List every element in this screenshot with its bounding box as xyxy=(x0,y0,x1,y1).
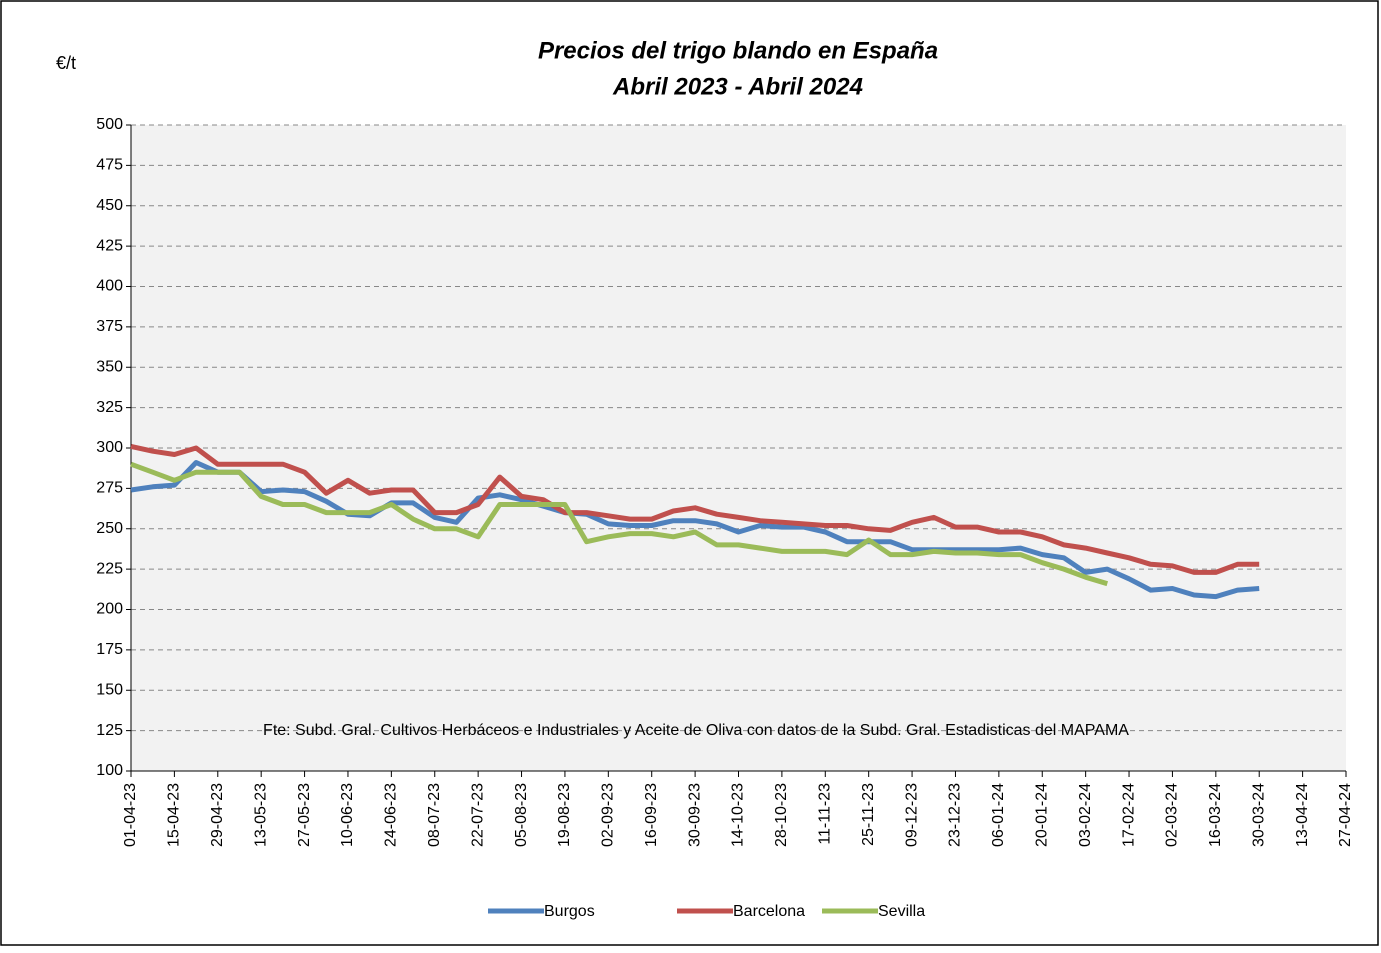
x-tick-label: 14-10-23 xyxy=(730,783,747,847)
chart-subtitle: Abril 2023 - Abril 2024 xyxy=(612,73,863,100)
x-tick-label: 30-09-23 xyxy=(686,783,703,847)
x-tick-label: 27-05-23 xyxy=(296,783,313,847)
x-tick-label: 17-02-24 xyxy=(1120,783,1137,847)
x-tick-label: 27-04-24 xyxy=(1337,783,1354,847)
x-tick-label: 30-03-24 xyxy=(1250,783,1267,847)
series-line xyxy=(130,443,1260,575)
y-tick-label: 350 xyxy=(96,358,123,375)
x-tick-label: 02-03-24 xyxy=(1164,783,1181,847)
x-tick-label: 22-07-23 xyxy=(469,783,486,847)
x-tick-label: 16-09-23 xyxy=(643,783,660,847)
x-tick-label: 08-07-23 xyxy=(426,783,443,847)
x-tick-label: 15-04-23 xyxy=(166,783,183,847)
x-tick-label: 24-06-23 xyxy=(383,783,400,847)
x-tick-label: 25-11-23 xyxy=(860,783,877,846)
x-tick-label: 06-01-24 xyxy=(990,783,1007,847)
y-tick-label: 225 xyxy=(96,560,123,577)
legend-label: Sevilla xyxy=(878,903,925,920)
x-tick-label: 11-11-23 xyxy=(817,783,834,845)
x-tick-label: 23-12-23 xyxy=(947,783,964,847)
x-tick-label: 09-12-23 xyxy=(903,783,920,847)
y-unit: €/t xyxy=(56,53,76,73)
series-line xyxy=(130,461,1109,587)
legend-label: Barcelona xyxy=(733,903,805,920)
x-tick-label: 02-09-23 xyxy=(600,783,617,847)
y-tick-label: 200 xyxy=(96,601,123,618)
chart-title: Precios del trigo blando en España xyxy=(538,37,938,64)
y-tick-label: 425 xyxy=(96,237,123,254)
x-tick-label: 20-01-24 xyxy=(1033,783,1050,847)
y-tick-label: 450 xyxy=(96,197,123,214)
y-tick-label: 175 xyxy=(96,641,123,658)
y-tick-label: 250 xyxy=(96,520,123,537)
x-tick-label: 05-08-23 xyxy=(513,783,530,847)
y-tick-label: 125 xyxy=(96,722,123,739)
x-tick-label: 10-06-23 xyxy=(339,783,356,847)
y-tick-label: 375 xyxy=(96,318,123,335)
x-tick-label: 13-05-23 xyxy=(252,783,269,847)
x-tick-label: 19-08-23 xyxy=(556,783,573,847)
annotation: Fte: Subd. Gral. Cultivos Herbáceos e In… xyxy=(263,722,1129,739)
y-tick-label: 400 xyxy=(96,278,123,295)
x-tick-label: 01-04-23 xyxy=(122,783,139,847)
series-line xyxy=(130,460,1260,600)
y-tick-label: 100 xyxy=(96,762,123,779)
y-tick-label: 325 xyxy=(96,399,123,416)
y-tick-label: 150 xyxy=(96,681,123,698)
legend-label: Burgos xyxy=(544,903,595,920)
x-tick-label: 13-04-24 xyxy=(1294,783,1311,847)
y-tick-label: 475 xyxy=(96,157,123,174)
x-tick-label: 28-10-23 xyxy=(773,783,790,847)
y-tick-label: 300 xyxy=(96,439,123,456)
y-tick-label: 275 xyxy=(96,480,123,497)
y-tick-label: 500 xyxy=(96,116,123,133)
x-tick-label: 16-03-24 xyxy=(1207,783,1224,847)
x-tick-label: 29-04-23 xyxy=(209,783,226,847)
x-tick-label: 03-02-24 xyxy=(1077,783,1094,847)
